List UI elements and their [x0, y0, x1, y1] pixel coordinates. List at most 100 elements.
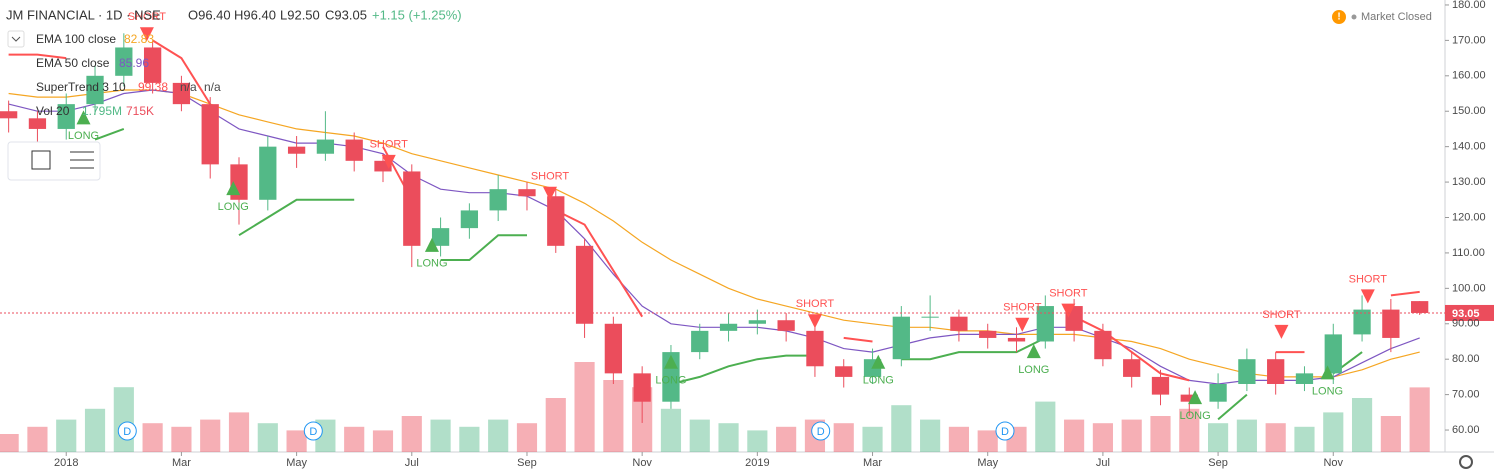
y-tick-label: 160.00 — [1452, 70, 1486, 82]
x-tick-label: Mar — [863, 457, 882, 469]
legend-collapse[interactable] — [7, 30, 25, 48]
dividend-marker — [303, 421, 323, 441]
y-tick-label: 110.00 — [1452, 247, 1485, 259]
x-tick-label: 2019 — [745, 457, 769, 469]
ema-line — [8, 89, 1420, 378]
candle-body — [1295, 373, 1314, 384]
signal-label: SHORT — [1003, 302, 1042, 314]
candle-body — [1324, 334, 1342, 374]
legend-collapse-icon — [11, 36, 21, 42]
signal-label: SHORT — [128, 11, 167, 23]
volume-bar — [401, 416, 422, 452]
volume-bar — [920, 419, 941, 452]
signal-marker — [424, 237, 439, 252]
rectangle-tool[interactable] — [31, 150, 51, 170]
signal-label: SHORT — [531, 171, 570, 183]
signal-marker — [381, 154, 396, 169]
dividend-marker — [117, 421, 137, 441]
x-tick-label: Nov — [632, 457, 652, 469]
candle-body — [892, 316, 910, 360]
volume-bar — [660, 408, 682, 452]
volume-bar — [891, 405, 912, 452]
dividend-label: D — [817, 426, 825, 438]
signal-label: LONG — [863, 375, 894, 387]
candle-body — [547, 196, 565, 246]
volume-bar — [689, 419, 710, 452]
candle-body — [950, 316, 968, 331]
volume-bar — [1294, 426, 1315, 452]
candle-body — [316, 139, 335, 154]
ohlc-high: H96.40 — [234, 7, 276, 22]
volume-bar — [718, 423, 739, 452]
legend-value: 715K — [126, 104, 154, 118]
chart-title: JM FINANCIAL · 1D · NSE — [6, 7, 161, 22]
volume-bar — [200, 419, 221, 452]
menu-tool[interactable] — [70, 151, 94, 169]
ohlc-low: L92.50 — [280, 7, 320, 22]
signal-label: SHORT — [1262, 309, 1301, 321]
signal-marker — [807, 314, 822, 329]
volume-bar — [257, 423, 278, 452]
candle-body — [835, 366, 853, 377]
volume-bar — [1409, 387, 1430, 452]
market-status: Market Closed — [1361, 11, 1432, 23]
candle-body — [201, 104, 219, 165]
candle-body — [489, 189, 507, 211]
candle-body — [86, 75, 104, 105]
candle-body — [172, 82, 191, 105]
signal-marker — [1015, 317, 1030, 332]
volume-bar — [56, 419, 77, 452]
supertrend-up — [94, 127, 1363, 421]
volume-bar — [488, 419, 509, 452]
y-tick-label: 170.00 — [1452, 34, 1486, 46]
candle-body — [1123, 359, 1141, 377]
candle-body — [1094, 330, 1112, 360]
volume-bar — [1380, 416, 1401, 452]
volume-bar — [1351, 398, 1373, 452]
y-tick-label: 80.00 — [1452, 353, 1480, 365]
status-icon — [1332, 10, 1346, 24]
signal-marker — [1360, 289, 1375, 304]
candle-body — [518, 189, 536, 197]
signal-label: SHORT — [1049, 288, 1088, 300]
candle-body — [57, 104, 75, 129]
x-tick-label: Jul — [405, 457, 419, 469]
last-price-tag — [1445, 304, 1494, 321]
signal-label: LONG — [1312, 385, 1343, 397]
last-price-label: 93.05 — [1452, 308, 1480, 320]
volume-bar — [1323, 412, 1344, 452]
volume-bar — [948, 426, 969, 452]
candle-body — [115, 47, 133, 76]
legend-value: n/a — [204, 80, 221, 94]
x-tick-label: May — [977, 457, 998, 469]
x-tick-label: Nov — [1323, 457, 1343, 469]
ohlc-close: C93.05 — [325, 7, 367, 22]
volume-bar — [0, 434, 19, 452]
y-tick-label: 140.00 — [1452, 141, 1486, 153]
drawing-toolbar — [7, 141, 101, 181]
volume-bar — [545, 398, 566, 452]
x-tick-label: Jul — [1096, 457, 1110, 469]
volume-bar — [1179, 408, 1200, 452]
volume-bar — [286, 430, 307, 452]
volume-bar — [574, 362, 595, 452]
volume-bar — [1121, 419, 1142, 452]
legend-label: Vol 20 — [36, 104, 70, 118]
x-tick-label: Sep — [517, 457, 537, 469]
candle-body — [431, 228, 450, 246]
dividend-label: D — [123, 426, 131, 438]
legend-label: SuperTrend 3 10 — [36, 80, 126, 94]
signal-marker — [1320, 365, 1335, 380]
volume-bar — [833, 423, 854, 452]
overlay-layer: LONG SHORT LONG SHORT LONG SHORT LONG SHORT LONG… — [0, 11, 1494, 441]
volume-bar — [516, 423, 538, 452]
candle-body — [345, 139, 363, 161]
candle-body — [1353, 309, 1371, 335]
legend-label: EMA 50 close — [36, 56, 110, 70]
candle-body — [28, 118, 47, 129]
x-tick-label: Mar — [172, 457, 191, 469]
candle-body — [719, 323, 738, 331]
settings-gear[interactable] — [1459, 455, 1473, 469]
signal-label: LONG — [416, 258, 447, 270]
